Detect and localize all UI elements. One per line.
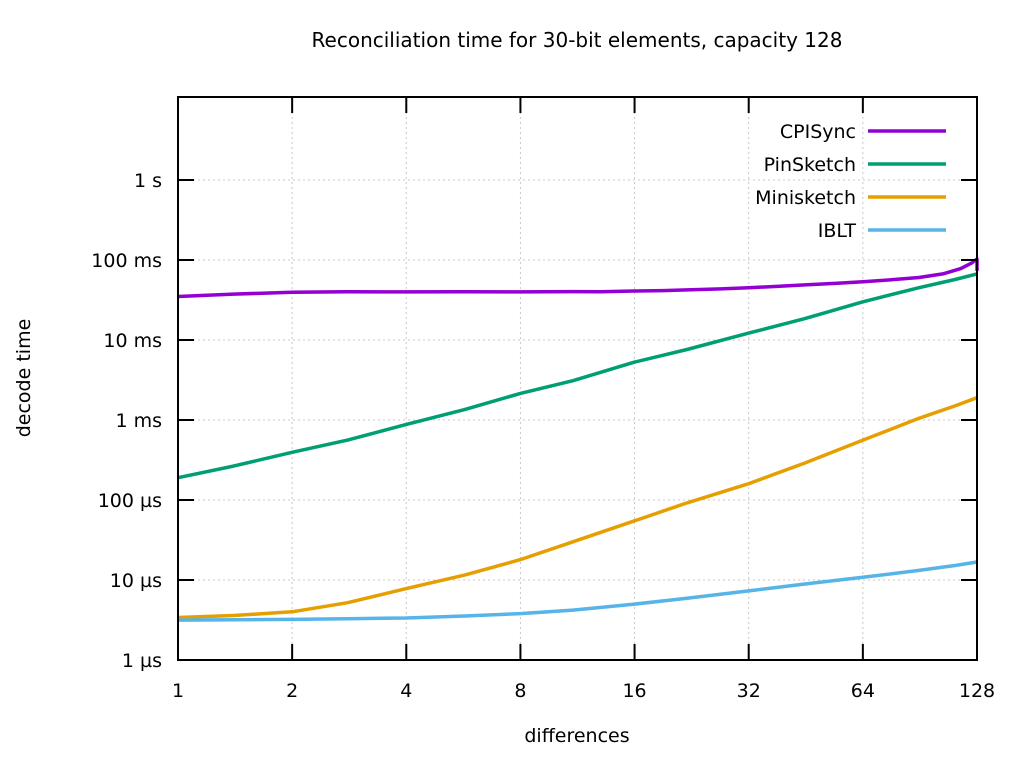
y-tick-label: 100 ms xyxy=(91,250,162,272)
x-tick-label: 2 xyxy=(286,680,298,702)
legend-label-cpisync: CPISync xyxy=(780,121,856,143)
y-axis-label: decode time xyxy=(13,319,35,438)
legend-label-iblt: IBLT xyxy=(818,220,857,242)
y-tick-label: 1 s xyxy=(134,170,162,192)
y-tick-label: 1 µs xyxy=(122,650,162,672)
x-tick-label: 1 xyxy=(172,680,184,702)
y-tick-label: 1 ms xyxy=(115,410,162,432)
series-line-cpisync xyxy=(177,257,979,299)
tick-marks xyxy=(177,97,978,661)
series-line-minisketch xyxy=(177,396,978,620)
series-lines xyxy=(177,257,979,622)
x-tick-label: 8 xyxy=(514,680,526,702)
x-tick-label: 4 xyxy=(400,680,412,702)
y-tick-label: 10 ms xyxy=(103,330,162,352)
y-tick-label: 100 µs xyxy=(98,490,162,512)
legend: CPISync PinSketch Minisketch IBLT xyxy=(755,121,946,242)
legend-label-pinsketch: PinSketch xyxy=(764,154,856,176)
chart-title: Reconciliation time for 30-bit elements,… xyxy=(312,28,843,52)
x-tick-label: 16 xyxy=(622,680,646,702)
tick-labels: 1 2 4 8 16 32 64 128 1 s 100 ms 10 ms 1 ms 100 µs 10 … xyxy=(91,170,995,702)
series-line-iblt xyxy=(177,560,978,622)
x-tick-label: 32 xyxy=(737,680,761,702)
x-tick-label: 128 xyxy=(959,680,995,702)
x-tick-label: 64 xyxy=(851,680,875,702)
legend-label-minisketch: Minisketch xyxy=(755,187,856,209)
y-tick-label: 10 µs xyxy=(110,570,162,592)
plot-border xyxy=(177,96,978,661)
x-axis-label: differences xyxy=(524,725,629,747)
series-line-pinsketch xyxy=(177,272,978,480)
